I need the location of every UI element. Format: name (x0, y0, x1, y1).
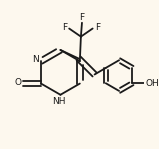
Text: NH: NH (53, 97, 66, 106)
Text: F: F (62, 23, 67, 32)
Text: F: F (95, 23, 100, 32)
Text: O: O (15, 78, 22, 87)
Text: F: F (79, 13, 85, 22)
Text: N: N (32, 55, 39, 64)
Text: OH: OH (146, 79, 159, 88)
